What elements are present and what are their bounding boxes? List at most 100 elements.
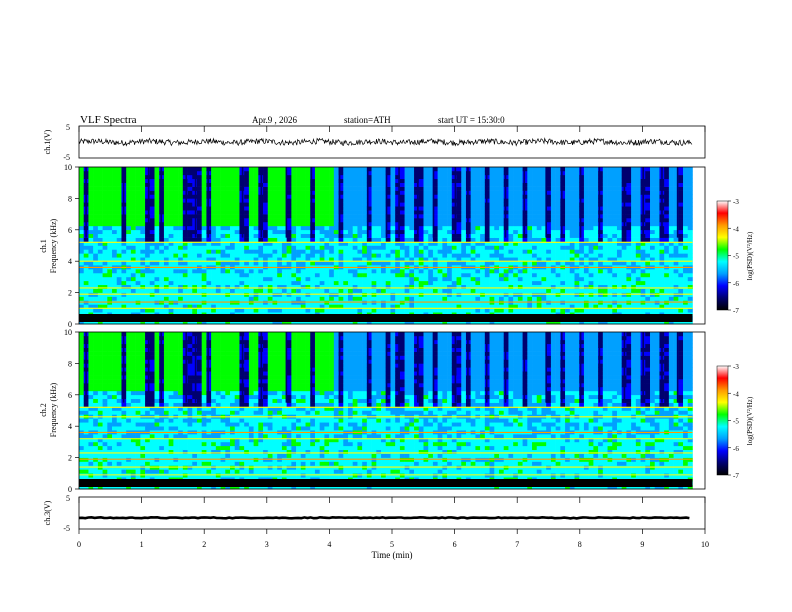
ytick-label: 10 (64, 163, 72, 172)
sferic-burst (185, 167, 188, 238)
sferic-burst (545, 332, 547, 403)
sferic-burst (398, 332, 400, 403)
sferic-burst (207, 167, 209, 238)
sferic-burst (194, 332, 197, 403)
xtick-label: 8 (578, 540, 582, 549)
sferic-burst (454, 167, 457, 238)
colorbar-tick-label: -5 (733, 418, 739, 426)
xtick-label: 4 (327, 540, 331, 549)
sferic-burst (241, 332, 244, 403)
ch3-trace-line (78, 515, 690, 520)
sferic-burst (147, 332, 150, 403)
sferic-burst (285, 332, 288, 403)
ch3-ytick-top: 5 (66, 494, 70, 503)
sferic-burst (417, 167, 419, 238)
xtick-label: 10 (701, 540, 709, 549)
colorbar-tick-label: -6 (733, 445, 739, 453)
sferic-burst (366, 167, 369, 238)
sferic-burst (676, 167, 679, 238)
xtick-label: 9 (640, 540, 644, 549)
ch1-spec-ylabel-frequency: Frequency (kHz) (49, 218, 58, 273)
sferic-burst (432, 332, 435, 403)
start-ut-label: start UT = 15:30:0 (438, 115, 505, 125)
sferic-burst (122, 167, 125, 238)
ch1-ytick-bottom: -5 (63, 153, 70, 162)
ch1-colorbar-label: log(PSD)(V²/Hz) (746, 231, 754, 280)
sferic-burst (504, 332, 507, 403)
sferic-burst (579, 332, 582, 403)
xtick-label: 0 (77, 540, 81, 549)
colorbar-tick-label: -4 (733, 225, 739, 233)
ch1-spectrogram-yticks: 0 2 4 6 8 10 (64, 163, 79, 329)
colorbar-tick-label: -5 (733, 253, 739, 261)
sferic-burst (285, 167, 288, 238)
sferic-burst (366, 332, 369, 403)
figure-title: VLF Spectra (80, 114, 137, 126)
ytick-label: 8 (68, 359, 72, 368)
ytick-label: 6 (68, 226, 72, 235)
ch1-trace-line (78, 137, 693, 147)
sferic-burst (504, 167, 507, 238)
sferic-burst (85, 167, 87, 238)
date-label: Apr.9 , 2026 (252, 115, 298, 125)
ch3-waveform-panel: 5 -5 ch.3(V) (43, 494, 706, 533)
sferic-burst (160, 332, 162, 403)
ytick-label: 2 (68, 289, 72, 298)
ch1-spectrogram-image (79, 167, 693, 325)
xtick-label: 6 (453, 540, 457, 549)
low-frequency-band (79, 314, 693, 322)
sferic-burst (147, 167, 150, 238)
ytick-label: 10 (64, 328, 72, 337)
ch1-spec-ylabel-channel: ch.1 (39, 239, 48, 253)
sferic-burst (642, 167, 644, 238)
x-axis-label: Time (min) (372, 550, 413, 560)
sferic-burst (398, 167, 400, 238)
ytick-label: 2 (68, 454, 72, 463)
sferic-burst (338, 167, 341, 238)
sferic-burst (642, 332, 644, 403)
ytick-label: 0 (68, 320, 72, 329)
sferic-burst (598, 332, 601, 403)
ch2-spectrogram-image (79, 332, 693, 490)
sferic-burst (207, 332, 209, 403)
sferic-burst (310, 332, 313, 403)
sferic-burst (194, 167, 197, 238)
ch3-ytick-bottom: -5 (63, 524, 70, 533)
sferic-burst (338, 332, 341, 403)
station-label: station=ATH (344, 115, 391, 125)
sferic-burst (598, 167, 601, 238)
sferic-burst (85, 332, 87, 403)
ch1-spectrogram-panel: 0 2 4 6 8 10 ch.1 Frequency (kHz) (39, 163, 706, 329)
ytick-label: 6 (68, 391, 72, 400)
sferic-burst (661, 332, 663, 403)
colorbar-tick-label: -6 (733, 280, 739, 288)
sferic-burst (485, 167, 488, 238)
ch1-colorbar: -3 -4 -5 -6 -7 log(PSD)(V²/Hz) (716, 198, 754, 315)
sferic-burst (385, 332, 388, 403)
sferic-burst (417, 332, 419, 403)
ch2-spec-ylabel-channel: ch.2 (39, 403, 48, 417)
sferic-burst (122, 332, 125, 403)
xtick-label: 7 (515, 540, 519, 549)
sferic-burst (523, 332, 526, 403)
sferic-burst (623, 167, 626, 238)
sferic-burst (545, 167, 547, 238)
sferic-burst (260, 167, 263, 238)
sferic-burst (310, 167, 313, 238)
ch1-colorbar-ticks: -3 -4 -5 -6 -7 (728, 198, 739, 315)
sferic-burst (467, 332, 469, 403)
ch3-ylabel: ch.3(V) (43, 500, 52, 525)
ytick-label: 4 (68, 257, 72, 266)
ytick-label: 4 (68, 422, 72, 431)
colorbar-tick-label: -3 (733, 363, 739, 371)
ch2-colorbar-label: log(PSD)(V²/Hz) (746, 396, 754, 445)
xtick-label: 3 (265, 540, 269, 549)
xtick-label: 5 (390, 540, 394, 549)
colorbar-tick-label: -7 (733, 307, 739, 315)
ch1-ylabel: ch.1(V) (43, 129, 52, 154)
sferic-burst (260, 332, 263, 403)
sferic-burst (241, 167, 244, 238)
sferic-burst (561, 167, 563, 238)
sferic-burst (485, 332, 488, 403)
ch1-ytick-top: 5 (66, 123, 70, 132)
